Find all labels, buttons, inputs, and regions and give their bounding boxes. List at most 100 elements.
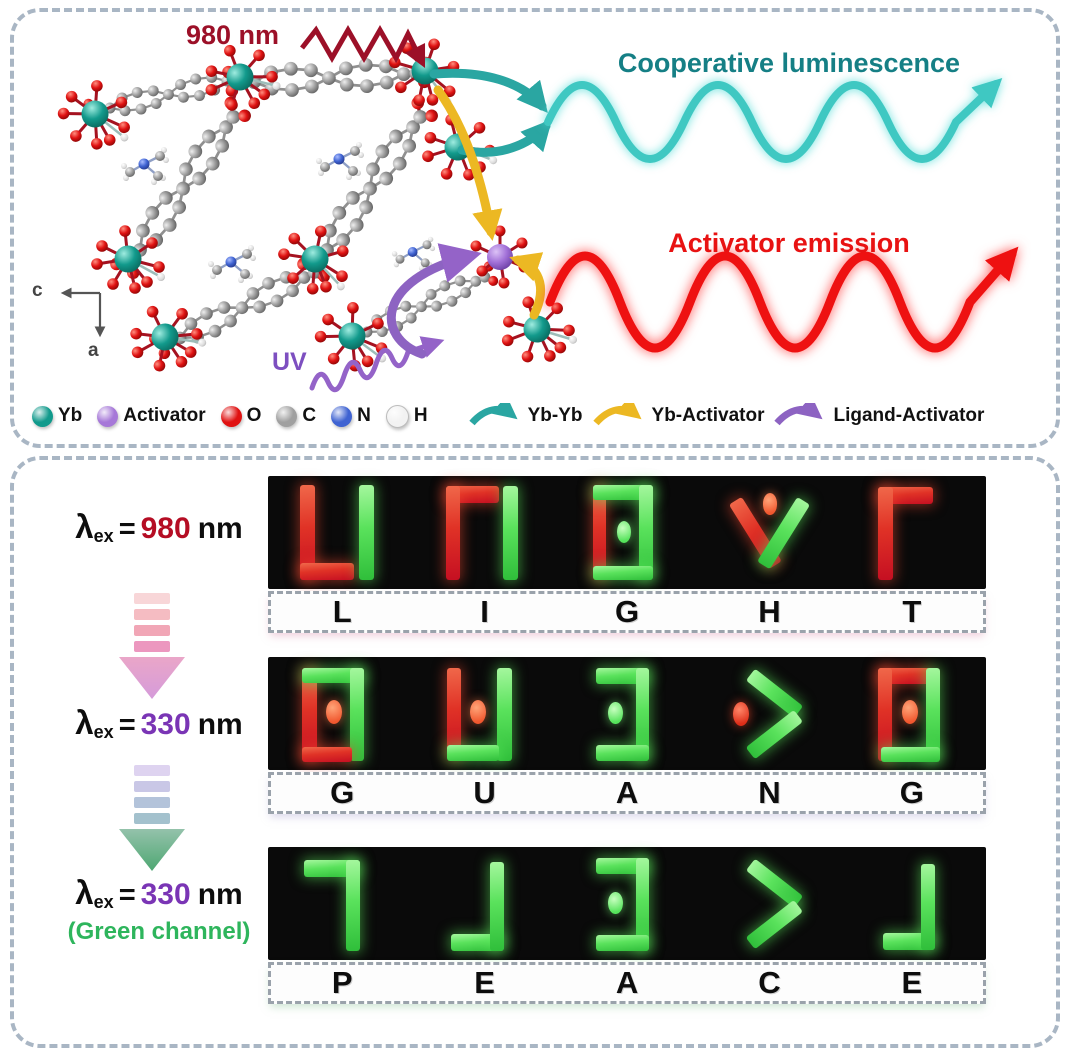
glyph-dot	[608, 891, 623, 915]
pattern-strip-row2	[268, 657, 986, 770]
glyph-row3-1	[297, 855, 383, 953]
glyph-bar	[447, 744, 499, 761]
glyph-bar	[592, 485, 653, 501]
arrow-stripe	[134, 593, 170, 604]
legend-item-o: O	[220, 405, 261, 427]
arrow-stripe	[134, 609, 170, 620]
wavelength-unit: nm	[197, 878, 243, 911]
legend: Yb Activator O C N H	[32, 396, 1042, 436]
glyph-bar	[301, 746, 352, 762]
oxygen-sphere-icon	[220, 405, 242, 427]
letter-cell: I	[480, 594, 489, 629]
letter-strip-row1: L I G H T	[268, 591, 986, 633]
glyph-row3-3	[584, 855, 670, 953]
lambda-subscript: ex	[93, 526, 114, 547]
legend-item-ligand-activator: Ligand-Activator	[774, 403, 984, 429]
glyph-row2-4	[728, 665, 814, 763]
glyph-row2-2	[440, 665, 526, 763]
glyph-bar	[592, 565, 653, 580]
yb-activator-arrow-icon	[592, 403, 642, 426]
pattern-strip-row3	[268, 847, 986, 960]
glyph-row1-4	[728, 484, 814, 582]
lambda-symbol: λ	[75, 704, 94, 741]
glyph-bar	[745, 709, 803, 759]
nitrogen-sphere-icon	[331, 405, 353, 427]
letter-cell: A	[615, 965, 639, 1000]
glyph-row3-2	[440, 855, 526, 953]
pattern-cell	[412, 476, 556, 589]
glyph-bar	[878, 487, 893, 580]
legend-label: Yb	[58, 405, 83, 426]
excitation-label-row3: λex = 330 nm	[40, 874, 278, 913]
axis-c-label: c	[32, 280, 43, 301]
legend-item-n: N	[331, 405, 371, 427]
letter-cell: G	[614, 594, 640, 629]
glyph-bar	[639, 485, 653, 580]
arrow-stripe	[134, 813, 170, 824]
letter-cell: N	[758, 775, 781, 810]
wavelength-value: 980	[140, 512, 191, 545]
glyph-bar	[592, 485, 607, 580]
glyph-bar	[300, 562, 354, 580]
yb-yb-arrow-icon	[468, 403, 518, 426]
pattern-cell	[699, 847, 843, 960]
glyph-bar	[350, 668, 364, 761]
axis-a-label: a	[88, 340, 99, 361]
legend-label: H	[413, 405, 428, 426]
glyph-dot	[326, 699, 343, 725]
hydrogen-sphere-icon	[385, 404, 409, 428]
pattern-cell	[555, 847, 699, 960]
panel-crystal-structure: 980 nm Cooperative luminescence Activato…	[10, 8, 1060, 448]
green-channel-note: (Green channel)	[67, 918, 251, 945]
arrow-stripe	[134, 797, 170, 808]
glyph-dot	[762, 493, 778, 515]
transition-arrow-2	[117, 765, 187, 871]
glyph-bar	[926, 668, 940, 761]
glyph-bar	[497, 668, 512, 761]
pattern-cell	[555, 476, 699, 589]
pattern-cell	[268, 847, 412, 960]
glyph-dot	[616, 520, 632, 544]
letter-cell: H	[758, 594, 781, 629]
yb-sphere-icon	[32, 405, 53, 427]
letter-cell: E	[474, 965, 495, 1000]
wavelength-value: 330	[140, 708, 191, 741]
legend-item-yb-yb: Yb-Yb	[468, 403, 583, 429]
ligand-activator-arrow-icon	[774, 403, 823, 426]
excitation-label-row2: λex = 330 nm	[40, 704, 278, 743]
letter-cell: P	[331, 965, 353, 1000]
legend-label: Ligand-Activator	[833, 405, 985, 426]
glyph-bar	[596, 744, 650, 761]
letter-cell: G	[899, 775, 924, 810]
pattern-cell	[842, 657, 986, 770]
lambda-symbol: λ	[75, 874, 94, 911]
legend-label: Yb-Activator	[651, 405, 765, 426]
legend-item-activator: Activator	[97, 405, 206, 427]
legend-item-yb: Yb	[32, 405, 82, 427]
carbon-sphere-icon	[276, 405, 298, 427]
glyph-row3-5	[871, 855, 957, 953]
lambda-symbol: λ	[75, 508, 94, 545]
glyph-bar	[300, 485, 315, 580]
activator-sphere-icon	[97, 405, 119, 427]
lambda-subscript: ex	[93, 722, 114, 743]
transition-arrow-1	[117, 593, 187, 699]
equals-sign: =	[118, 709, 136, 741]
equals-sign: =	[118, 879, 136, 911]
glyph-row2-3	[584, 665, 670, 763]
letter-strip-row2: G U A N G	[268, 772, 986, 814]
letter-cell: A	[615, 775, 639, 810]
activator-emission-label: Activator emission	[668, 228, 910, 258]
pattern-strip-row1	[268, 476, 986, 589]
pattern-cell	[842, 847, 986, 960]
letter-strip-row3: P E A C E	[268, 962, 986, 1004]
pattern-cell	[412, 847, 556, 960]
glyph-bar	[878, 668, 892, 761]
pattern-cell	[842, 476, 986, 589]
legend-item-yb-activator: Yb-Activator	[592, 403, 765, 429]
mof-structure-illustration	[51, 23, 582, 384]
excitation-label-row1: λex = 980 nm	[40, 508, 278, 547]
glyph-dot	[902, 699, 919, 725]
glyph-bar	[596, 934, 650, 951]
